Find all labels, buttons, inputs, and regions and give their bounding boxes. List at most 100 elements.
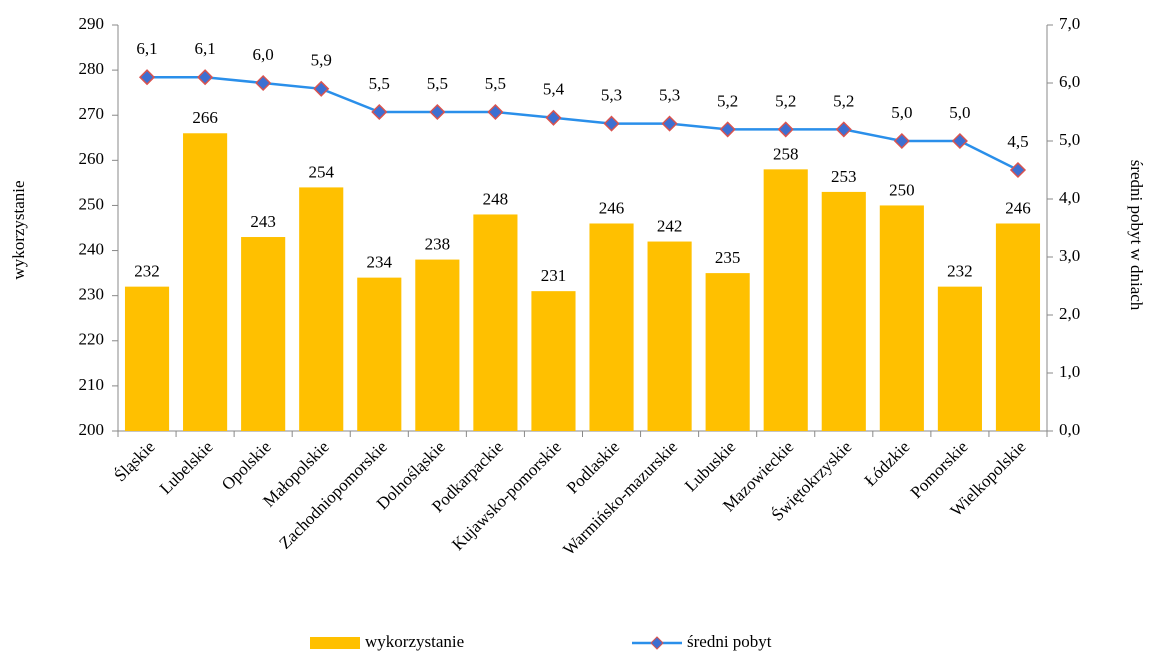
line-marker <box>777 121 794 138</box>
bar <box>937 286 982 431</box>
bar-value-label: 258 <box>773 144 799 163</box>
bar <box>415 259 460 431</box>
y2-axis-label: średni pobyt w dniach <box>1127 160 1146 311</box>
line-marker <box>893 132 910 150</box>
bar-value-label: 254 <box>308 162 334 181</box>
bar <box>299 187 344 431</box>
bar <box>995 223 1041 431</box>
bar-value-label: 246 <box>1005 198 1031 217</box>
legend-item: wykorzystanie <box>310 632 464 651</box>
x-tick-label: Łódzkie <box>861 437 914 490</box>
y-tick-label: 250 <box>79 194 105 213</box>
bar <box>705 273 750 431</box>
bar-value-label: 231 <box>541 266 567 285</box>
line-value-label: 5,9 <box>311 51 332 70</box>
x-tick-label: Lubuskie <box>681 437 739 495</box>
line-value-label: 5,2 <box>833 91 854 110</box>
line-marker <box>429 103 446 121</box>
y-tick-label: 220 <box>79 330 105 349</box>
y-tick-label: 210 <box>79 375 105 394</box>
bar <box>124 286 170 431</box>
line-marker <box>255 74 272 92</box>
line-value-label: 6,0 <box>253 45 274 64</box>
line-marker <box>719 121 736 138</box>
legend-marker <box>650 636 664 650</box>
y2-tick-label: 3,0 <box>1059 246 1080 265</box>
line-value-label: 5,2 <box>717 91 738 110</box>
bar-value-label: 234 <box>367 253 393 272</box>
legend-swatch <box>310 637 360 649</box>
line-value-label: 5,5 <box>369 74 390 93</box>
x-tick-label: Podlaskie <box>563 437 623 497</box>
line-value-label: 5,5 <box>485 74 506 93</box>
y-tick-label: 230 <box>79 285 105 304</box>
line <box>147 75 1019 172</box>
bar-value-label: 253 <box>831 167 857 186</box>
y2-tick-label: 2,0 <box>1059 304 1080 323</box>
line-marker <box>545 109 562 126</box>
bar-value-label: 232 <box>134 262 160 281</box>
bar-value-label: 232 <box>947 262 973 281</box>
line-marker <box>603 115 620 132</box>
y2-tick-label: 0,0 <box>1059 420 1080 439</box>
y2-tick-label: 4,0 <box>1059 188 1080 207</box>
bar-value-label: 235 <box>715 248 741 267</box>
x-tick-label: Lubelskie <box>156 437 217 498</box>
bar-value-label: 266 <box>192 108 218 127</box>
x-tick-label: Kujawsko-pomorskie <box>448 437 565 554</box>
bar <box>879 205 924 431</box>
line-marker <box>1009 161 1027 179</box>
line-value-label: 5,0 <box>891 103 912 122</box>
bar <box>473 214 518 431</box>
bar-value-label: 242 <box>657 216 683 235</box>
line-value-label: 5,0 <box>949 103 970 122</box>
y-tick-label: 260 <box>79 149 105 168</box>
line-value-label: 6,1 <box>136 39 157 58</box>
bar <box>589 223 634 431</box>
y-tick-label: 290 <box>79 14 105 33</box>
y-axis-label: wykorzystanie <box>9 180 28 279</box>
bar <box>357 277 402 431</box>
line-value-label: 5,2 <box>775 91 796 110</box>
line-marker <box>951 132 968 150</box>
y-tick-label: 200 <box>79 420 105 439</box>
y-tick-label: 240 <box>79 239 105 258</box>
x-tick-label: Opolskie <box>218 437 275 494</box>
bar <box>763 169 808 431</box>
legend-item: średni pobyt <box>632 632 772 651</box>
bar-value-label: 248 <box>483 189 509 208</box>
line-marker <box>138 69 156 86</box>
line-marker <box>313 80 330 97</box>
line-value-label: 5,3 <box>659 86 680 105</box>
line-marker <box>661 115 678 132</box>
line-marker <box>487 103 504 121</box>
y-tick-label: 280 <box>79 59 105 78</box>
line-value-label: 6,1 <box>194 39 215 58</box>
line-marker <box>371 103 388 121</box>
bar-value-label: 250 <box>889 180 915 199</box>
legend-label: średni pobyt <box>687 632 772 651</box>
y2-tick-label: 1,0 <box>1059 362 1080 381</box>
line-value-label: 5,4 <box>543 80 565 99</box>
bar <box>241 237 286 431</box>
x-tick-label: Śląskie <box>110 437 158 485</box>
bar-value-label: 243 <box>250 212 276 231</box>
line-value-label: 4,5 <box>1007 132 1028 151</box>
bar <box>821 191 866 431</box>
bar-value-label: 246 <box>599 198 625 217</box>
line-marker <box>197 69 214 86</box>
bar-value-label: 238 <box>425 234 451 253</box>
legend-label: wykorzystanie <box>365 632 464 651</box>
x-tick-label: Warmińsko-mazurskie <box>559 437 681 559</box>
bar <box>647 241 692 431</box>
y2-tick-label: 6,0 <box>1059 72 1080 91</box>
y2-tick-label: 5,0 <box>1059 130 1080 149</box>
bar <box>183 133 228 431</box>
line-marker <box>835 121 852 138</box>
y2-tick-label: 7,0 <box>1059 14 1080 33</box>
y-tick-label: 270 <box>79 104 105 123</box>
x-tick-label: Zachodniopomorskie <box>275 437 391 553</box>
line-value-label: 5,5 <box>427 74 448 93</box>
bar <box>531 291 576 431</box>
